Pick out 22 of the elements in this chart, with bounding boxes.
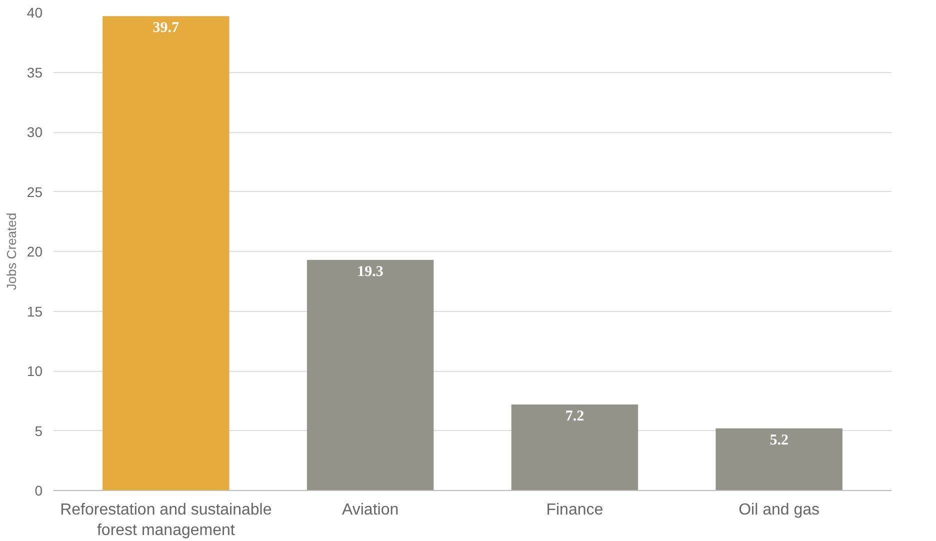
y-tick-label: 5: [34, 422, 43, 439]
x-tick-label: Oil and gas: [738, 502, 820, 518]
y-tick-label: 40: [26, 4, 43, 20]
y-tick-label: 20: [26, 244, 43, 260]
data-label: 7.2: [565, 408, 584, 424]
y-tick-label: 25: [26, 184, 43, 200]
bar: [716, 428, 842, 490]
y-tick-label: 35: [26, 64, 43, 80]
y-axis-title: Jobs Created: [4, 212, 19, 290]
y-tick-label: 30: [26, 124, 43, 140]
y-tick-label: 0: [34, 482, 43, 498]
data-label: 39.7: [152, 20, 180, 36]
bar: [306, 260, 434, 490]
x-tick-label: Reforestation and sustainable forest management: [60, 502, 272, 539]
data-label: 5.2: [770, 432, 788, 448]
y-tick-label: 15: [26, 303, 43, 320]
bar: [511, 404, 638, 490]
y-tick-label: 10: [26, 363, 43, 379]
x-tick-label: Finance: [546, 502, 604, 518]
bar: [102, 16, 230, 490]
data-label: 19.3: [357, 264, 384, 280]
x-tick-label: Aviation: [342, 502, 399, 518]
